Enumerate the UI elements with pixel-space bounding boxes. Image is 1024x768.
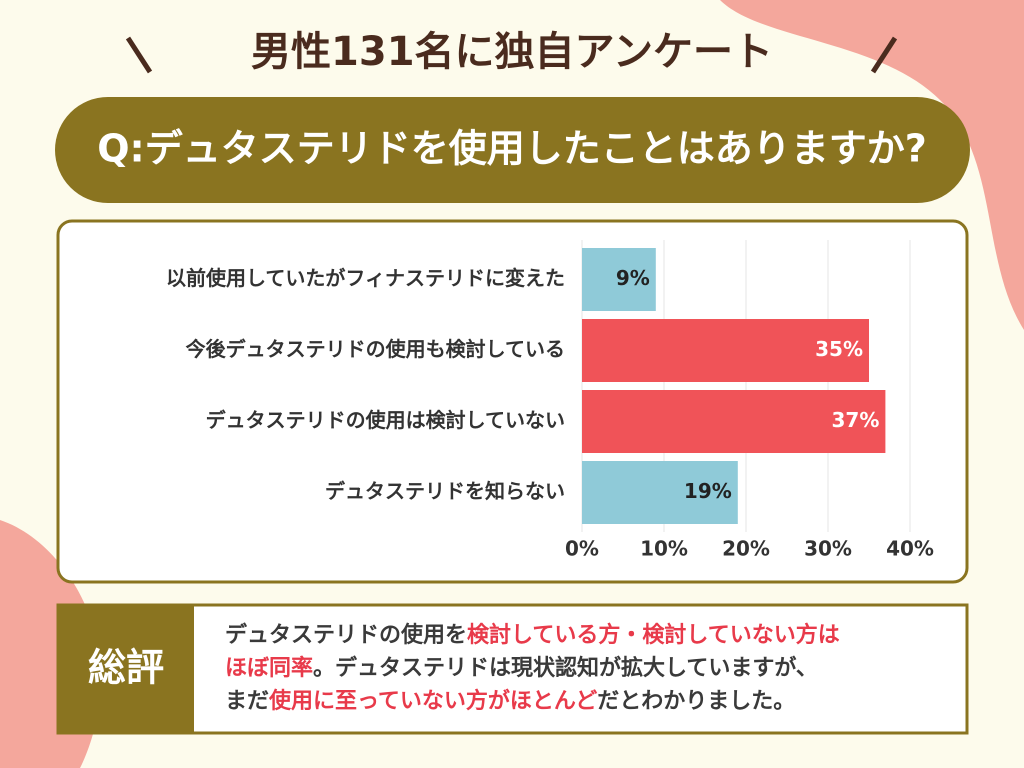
summary-label-box — [58, 605, 194, 733]
category-label: デュタステリドを知らない — [325, 479, 565, 503]
summary-segment: 。デュタステリドは現状認知が拡大していますが、 — [313, 655, 818, 681]
bar — [582, 319, 869, 382]
question: Q:デュタステリドを使用したことはありますか? — [97, 127, 927, 171]
category-label: 今後デュタステリドの使用も検討している — [186, 337, 565, 361]
slash — [870, 36, 898, 74]
bar — [582, 390, 886, 453]
summary-line: デュタステリドの使用を検討している方・検討していない方は — [225, 622, 840, 648]
bar — [582, 461, 738, 524]
summary-segment: デュタステリドの使用を — [225, 622, 467, 648]
x-tick-label: 30% — [804, 537, 852, 561]
summary-label: 総評 — [88, 646, 164, 690]
x-tick-label: 20% — [722, 537, 770, 561]
data-label: 19% — [684, 479, 732, 503]
summary-segment: まだ — [225, 689, 269, 714]
slash — [125, 36, 153, 74]
chart-box — [56, 219, 969, 584]
summary-line: ほぼ同率。デュタステリドは現状認知が拡大していますが、 — [225, 655, 818, 681]
summary-text: デュタステリドの使用を検討している方・検討していない方はほぼ同率。デュタステリド… — [225, 622, 840, 714]
blob — [720, 0, 1024, 330]
data-label: 35% — [815, 337, 863, 361]
summary-segment: だとわかりました。 — [597, 689, 795, 714]
x-tick-label: 10% — [640, 537, 688, 561]
highlight-text: 検討している方・検討していない方は — [467, 622, 840, 648]
x-tick-label: 40% — [886, 537, 934, 561]
data-label: 9% — [616, 266, 650, 290]
highlight-text: ほぼ同率 — [225, 655, 313, 681]
bar — [582, 248, 656, 311]
title: 男性131名に独自アンケート — [251, 29, 773, 75]
category-label: デュタステリドの使用は検討していない — [206, 408, 565, 432]
highlight-text: 使用に至っていない方がほとんど — [268, 688, 597, 714]
summary-line: まだ使用に至っていない方がほとんどだとわかりました。 — [225, 688, 795, 714]
data-label: 37% — [832, 408, 880, 432]
question-pill — [55, 97, 970, 203]
x-tick-label: 0% — [565, 537, 599, 561]
category-label: 以前使用していたがフィナステリドに変えた — [166, 266, 565, 290]
plot: 0% 10% 20% 30% 40% 以前使用していたがフィナステリドに変えた 9% 今後デュ… — [166, 240, 934, 561]
summary-box — [56, 603, 969, 735]
